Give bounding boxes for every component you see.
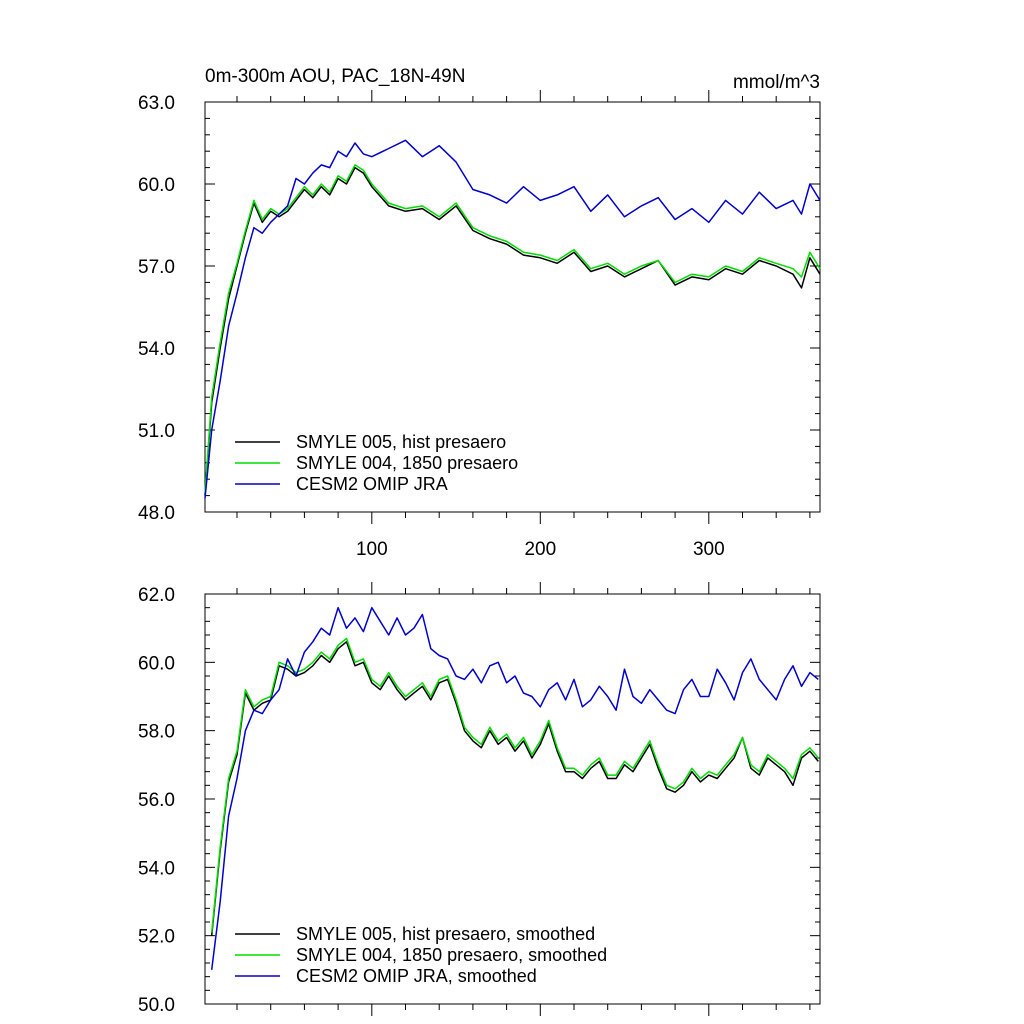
series-line-2: [204, 164, 821, 493]
bottom-lines: [210, 606, 819, 970]
bottom-panel: 50.0 52.0 54.0 56.0 58.0 60.0 62.0 SMYLE 005, …: [138, 582, 821, 1016]
top-plot-frame: [204, 101, 821, 513]
y-tick-label: 54.0: [138, 339, 175, 360]
series-line-3: [210, 606, 819, 970]
y-tick-label: 56.0: [138, 790, 175, 811]
legend-label: SMYLE 005, hist presaero: [296, 432, 506, 452]
series-line-2: [210, 637, 819, 933]
y-tick-label: 54.0: [138, 858, 175, 879]
x-tick-label: 300: [693, 539, 725, 560]
chart-title: 0m-300m AOU, PAC_18N-49N: [205, 66, 465, 87]
series-line-1: [204, 166, 821, 496]
y-tick-label: 60.0: [138, 175, 175, 196]
y-tick-label: 58.0: [138, 722, 175, 743]
top-panel: 0m-300m AOU, PAC_18N-49N mmol/m^3 48.0 51…: [138, 66, 821, 560]
series-line-1: [210, 641, 819, 936]
y-tick-label: 50.0: [138, 995, 175, 1016]
legend-label: SMYLE 005, hist presaero, smoothed: [296, 924, 595, 944]
y-tick-label: 52.0: [138, 927, 175, 948]
y-tick-label: 57.0: [138, 257, 175, 278]
units-label: mmol/m^3: [733, 72, 820, 93]
legend-label: CESM2 OMIP JRA: [296, 474, 448, 494]
top-lines: [204, 139, 821, 499]
legend-label: CESM2 OMIP JRA, smoothed: [296, 966, 537, 986]
legend-label: SMYLE 004, 1850 presaero: [296, 453, 518, 473]
y-tick-label: 62.0: [138, 585, 175, 606]
y-tick-label: 51.0: [138, 421, 175, 442]
legend-label: SMYLE 004, 1850 presaero, smoothed: [296, 945, 607, 965]
bottom-ticks: 50.0 52.0 54.0 56.0 58.0 60.0 62.0: [138, 582, 820, 1016]
x-tick-label: 100: [356, 539, 388, 560]
y-tick-label: 60.0: [138, 653, 175, 674]
y-tick-label: 48.0: [138, 503, 175, 524]
y-tick-label: 63.0: [138, 93, 175, 114]
top-ticks: 48.0 51.0 54.0 57.0 60.0 63.0 100 200 300: [138, 90, 820, 560]
bottom-legend: SMYLE 005, hist presaero, smoothedSMYLE …: [235, 924, 607, 986]
x-tick-label: 200: [524, 539, 556, 560]
series-line-3: [204, 139, 821, 499]
